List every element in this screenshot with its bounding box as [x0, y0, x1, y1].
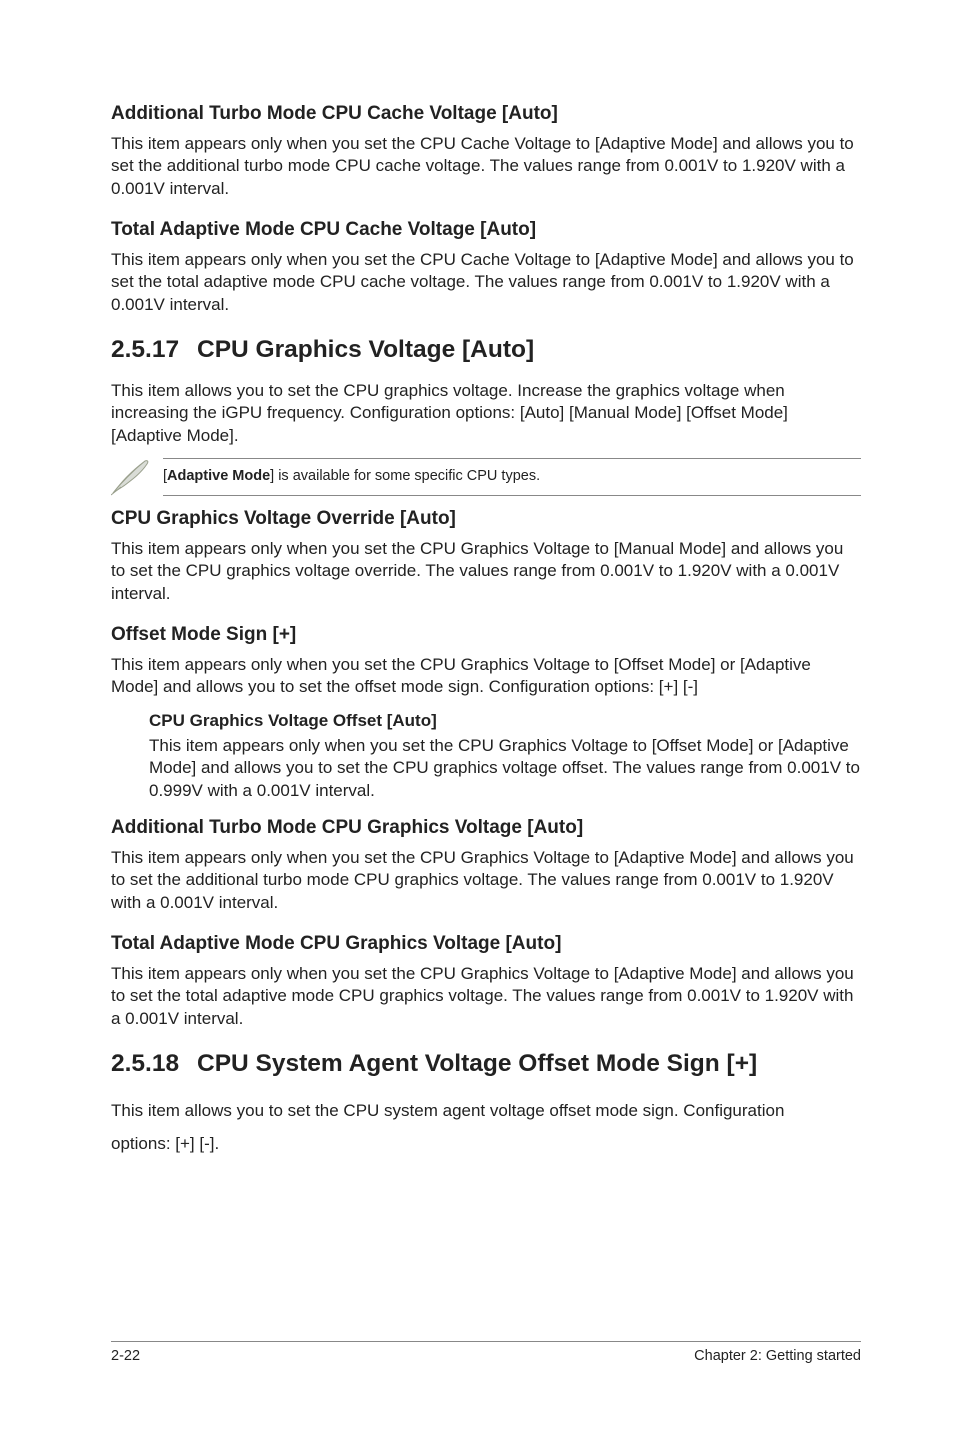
section-title-2-5-18: CPU System Agent Voltage Offset Mode Sig…: [197, 1048, 757, 1080]
indent-gfx-offset: CPU Graphics Voltage Offset [Auto] This …: [111, 711, 861, 802]
note-bold: Adaptive Mode: [167, 468, 270, 484]
heading-additional-gfx: Additional Turbo Mode CPU Graphics Volta…: [111, 816, 861, 841]
note-text: [Adaptive Mode] is available for some sp…: [163, 458, 861, 496]
footer-page-number: 2-22: [111, 1348, 140, 1364]
body-gfx-offset: This item appears only when you set the …: [149, 735, 861, 802]
heading-gfx-offset: CPU Graphics Voltage Offset [Auto]: [149, 711, 861, 731]
heading-2-5-17: 2.5.17 CPU Graphics Voltage [Auto]: [111, 334, 861, 366]
section-number-2-5-18: 2.5.18: [111, 1048, 197, 1080]
body-2-5-18: This item allows you to set the CPU syst…: [111, 1094, 861, 1160]
heading-additional-cache: Additional Turbo Mode CPU Cache Voltage …: [111, 102, 861, 127]
body-2-5-18-line2: options: [+] [-].: [111, 1134, 219, 1153]
page-content: Additional Turbo Mode CPU Cache Voltage …: [0, 0, 954, 1160]
section-number-2-5-17: 2.5.17: [111, 334, 197, 366]
page-footer: 2-22 Chapter 2: Getting started: [111, 1341, 861, 1364]
body-additional-cache: This item appears only when you set the …: [111, 133, 861, 200]
heading-offset-sign: Offset Mode Sign [+]: [111, 623, 861, 648]
body-additional-gfx: This item appears only when you set the …: [111, 847, 861, 914]
heading-2-5-18: 2.5.18 CPU System Agent Voltage Offset M…: [111, 1048, 861, 1080]
heading-total-gfx: Total Adaptive Mode CPU Graphics Voltage…: [111, 932, 861, 957]
body-gfx-override: This item appears only when you set the …: [111, 538, 861, 605]
body-total-gfx: This item appears only when you set the …: [111, 963, 861, 1030]
section-title-2-5-17: CPU Graphics Voltage [Auto]: [197, 334, 534, 366]
body-2-5-18-line1: This item allows you to set the CPU syst…: [111, 1101, 784, 1120]
note-rest: ] is available for some specific CPU typ…: [270, 468, 540, 484]
body-2-5-17: This item allows you to set the CPU grap…: [111, 380, 861, 447]
body-offset-sign: This item appears only when you set the …: [111, 654, 861, 699]
heading-total-cache: Total Adaptive Mode CPU Cache Voltage [A…: [111, 218, 861, 243]
body-total-cache: This item appears only when you set the …: [111, 249, 861, 316]
note-adaptive-mode: [Adaptive Mode] is available for some sp…: [111, 457, 861, 497]
feather-icon: [111, 457, 163, 497]
heading-gfx-override: CPU Graphics Voltage Override [Auto]: [111, 507, 861, 532]
footer-chapter-title: Chapter 2: Getting started: [694, 1348, 861, 1364]
